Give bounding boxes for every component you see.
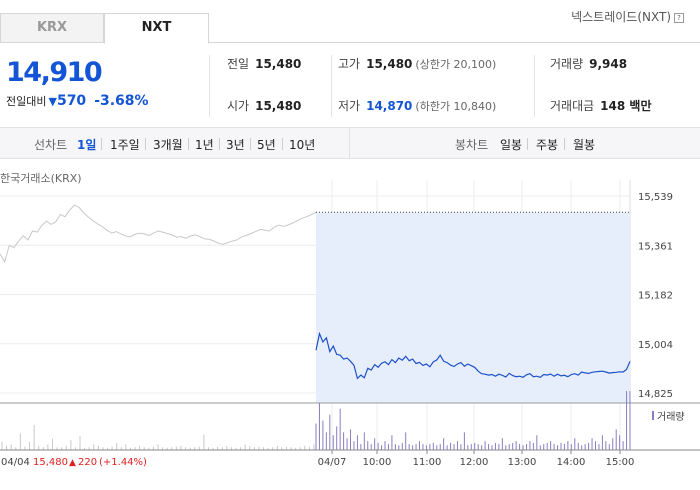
chart-period-toolbar: 선차트 1일 1주일 3개월 1년 3년 5년 10년 봉차트 일봉 주봉 월봉 [0, 127, 700, 159]
tab-krx[interactable]: KRX [0, 13, 104, 43]
stat-value: 9,948 [589, 57, 628, 71]
separator [527, 138, 528, 150]
separator [250, 138, 251, 150]
period-1d[interactable]: 1일 [77, 138, 97, 152]
help-icon[interactable]: ? [674, 13, 684, 23]
y-axis-labels: 15,539 15,361 15,182 15,004 14,825 [638, 192, 673, 400]
line-chart-label: 선차트 [34, 138, 68, 152]
x-tick-label: 04/07 [318, 457, 347, 468]
stat-volume: 거래량 9,948 [550, 55, 627, 72]
stat-low: 저가 14,870 (하한가 10,840) [338, 97, 496, 114]
candle-daily[interactable]: 일봉 [500, 138, 523, 152]
y-tick-label: 15,539 [638, 192, 673, 203]
stat-open: 시가 15,480 [227, 97, 301, 114]
up-arrow-icon: ▲ [69, 458, 76, 468]
today-range-area [316, 212, 630, 403]
stat-label: 저가 [338, 99, 361, 113]
change-amount: 570 [56, 93, 87, 109]
stat-amount: 거래대금 148 백만 [550, 97, 651, 114]
stat-value: 148 백만 [600, 99, 652, 113]
prev-day-close: 15,480 [33, 457, 68, 468]
volume-legend-swatch [652, 411, 654, 420]
period-3y[interactable]: 3년 [226, 138, 245, 152]
stat-prev-close: 전일 15,480 [227, 55, 301, 72]
y-tick-label: 15,004 [638, 340, 673, 351]
x-tick-label: 11:00 [413, 457, 442, 468]
separator [564, 138, 565, 150]
candle-weekly[interactable]: 주봉 [536, 138, 559, 152]
stat-sub: (상한가 20,100) [415, 58, 497, 71]
exchange-label: 한국거래소(KRX) [0, 172, 82, 185]
prev-day-change-pct: (+1.44%) [99, 457, 147, 468]
stat-value: 15,480 [255, 99, 302, 113]
x-tick-label: 14:00 [557, 457, 586, 468]
nxt-info-link[interactable]: 넥스트레이드(NXT)? [571, 8, 684, 25]
stat-label: 고가 [338, 57, 361, 71]
divider [534, 55, 535, 117]
y-tick-label: 14,825 [638, 389, 673, 400]
toolbar-divider [349, 128, 350, 158]
stat-sub: (하한가 10,840) [415, 100, 497, 113]
separator [101, 138, 102, 150]
y-tick-label: 15,361 [638, 241, 673, 252]
change-label: 전일대비 [6, 95, 47, 108]
today-price-line [315, 331, 631, 380]
prev-day-price-line [0, 204, 317, 264]
stat-high: 고가 15,480 (상한가 20,100) [338, 55, 496, 72]
candle-monthly[interactable]: 월봉 [573, 138, 596, 152]
period-3m[interactable]: 3개월 [153, 138, 183, 152]
y-tick-label: 15,182 [638, 291, 673, 302]
divider [209, 55, 210, 117]
x-tick-label: 10:00 [363, 457, 392, 468]
candle-chart-label: 봉차트 [455, 138, 489, 152]
period-5y[interactable]: 5년 [257, 138, 276, 152]
change-percent: -3.68% [94, 93, 149, 109]
separator [188, 138, 189, 150]
stat-label: 시가 [227, 99, 250, 113]
x-tick-label: 12:00 [460, 457, 489, 468]
prev-day-change: 220 [78, 457, 97, 468]
separator [145, 138, 146, 150]
stat-value: 15,480 [255, 57, 302, 71]
period-1y[interactable]: 1년 [195, 138, 214, 152]
down-arrow-icon: ▼ [48, 95, 57, 108]
stat-label: 거래대금 [550, 99, 595, 113]
exchange-tabs: KRX NXT [0, 13, 700, 44]
divider [331, 55, 332, 117]
separator [282, 138, 283, 150]
stat-value: 14,870 [366, 99, 413, 113]
separator [219, 138, 220, 150]
volume-legend-label: 거래량 [657, 411, 685, 423]
x-tick-label: 13:00 [508, 457, 537, 468]
tab-nxt[interactable]: NXT [104, 13, 209, 44]
prev-day-date: 04/04 [1, 457, 30, 468]
period-10y[interactable]: 10년 [289, 138, 316, 152]
x-tick-label: 15:00 [606, 457, 635, 468]
stat-value: 15,480 [366, 57, 413, 71]
intraday-price-chart[interactable]: 거래량 15,539 15,361 15,182 15,004 14,825 04/07… [0, 180, 700, 490]
x-axis-labels: 04/07 10:00 11:00 12:00 13:00 14:00 15:00 [318, 457, 635, 468]
price-change: 전일대비 ▼570 -3.68% [6, 93, 149, 109]
period-1w[interactable]: 1주일 [110, 138, 140, 152]
stat-label: 전일 [227, 57, 250, 71]
current-price: 14,910 [6, 57, 103, 88]
volume-bars [1, 391, 631, 450]
stat-label: 거래량 [550, 57, 584, 71]
nxt-link-label: 넥스트레이드(NXT) [571, 10, 671, 24]
